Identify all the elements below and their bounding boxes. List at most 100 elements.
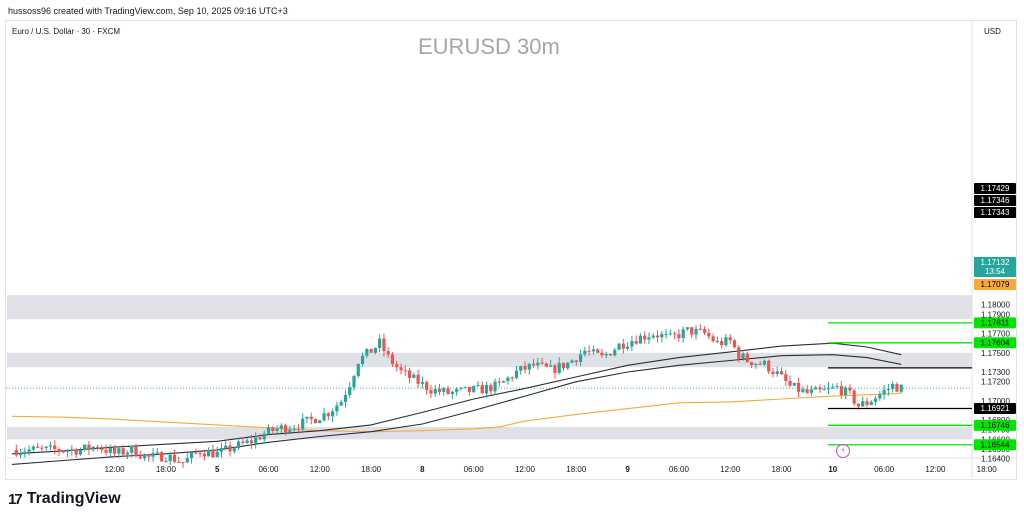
candle-body: [245, 440, 249, 443]
candle-body: [767, 360, 771, 372]
candle-body: [531, 363, 536, 366]
candle-body: [839, 386, 843, 396]
candle-body: [266, 427, 271, 434]
candle-body: [638, 335, 643, 344]
x-tick-label: 06:00: [464, 465, 485, 474]
candle-body: [510, 377, 514, 379]
price-zone-2: [7, 426, 972, 440]
candle-body: [279, 425, 283, 429]
candle-body: [754, 363, 758, 366]
price-label-1.17811: [974, 317, 1016, 329]
candle-body: [326, 413, 330, 417]
candle-body: [335, 405, 339, 412]
symbol-watermark: EURUSD 30m: [418, 34, 560, 59]
candle-body: [360, 355, 365, 364]
candle-body: [809, 389, 814, 393]
candle-body: [557, 362, 561, 373]
candle-body: [78, 449, 82, 455]
candle-body: [378, 338, 382, 348]
candle-body: [352, 376, 356, 388]
candle-body: [160, 452, 164, 462]
candle-body: [600, 352, 604, 356]
candle-body: [574, 360, 578, 362]
candle-body: [749, 362, 754, 366]
candle-body: [433, 388, 437, 394]
x-tick-label: 18:00: [156, 465, 177, 474]
symbol-description[interactable]: Euro / U.S. Dollar · 30 · FXCM: [12, 27, 121, 36]
candle-body: [177, 461, 181, 463]
price-label-1.17343: [974, 207, 1016, 218]
candle-body: [455, 388, 459, 392]
candle-body: [613, 349, 617, 356]
candle-body: [583, 350, 587, 355]
candle-body: [31, 446, 35, 450]
candle-body: [891, 383, 895, 389]
candle-body: [626, 346, 630, 349]
candle-body: [848, 387, 852, 391]
candle-body: [95, 446, 100, 449]
candle-body: [27, 449, 31, 452]
candle-body: [416, 374, 420, 384]
candle-body: [14, 449, 18, 456]
candle-body: [343, 395, 348, 402]
candle-body: [886, 388, 890, 390]
price-label-text: 1.17346: [981, 196, 1010, 205]
y-tick-label: 1.17200: [981, 378, 1010, 387]
lightning-bolt-icon[interactable]: ⚡: [836, 444, 850, 458]
y-tick-label: 1.17900: [981, 310, 1010, 319]
candle-body: [172, 454, 177, 462]
x-tick-label: 06:00: [669, 465, 690, 474]
candle-body: [211, 450, 215, 458]
candle-body: [873, 398, 878, 402]
candle-body: [630, 341, 634, 347]
candle-body: [463, 386, 467, 388]
candle-body: [814, 387, 818, 390]
x-tick-label: 18:00: [566, 465, 587, 474]
x-tick-label: 12:00: [925, 465, 946, 474]
candle-body: [882, 389, 886, 395]
candle-body: [425, 382, 429, 391]
candle-body: [113, 448, 117, 454]
candle-body: [390, 354, 395, 365]
moving-average-line-1: [11, 342, 902, 455]
candle-body: [318, 420, 322, 424]
candle-body: [797, 382, 801, 392]
candle-body: [527, 363, 531, 370]
candle-body: [288, 429, 292, 433]
candle-body: [677, 334, 681, 339]
candle-body: [519, 366, 523, 371]
candle-body: [835, 386, 839, 388]
candle-body: [348, 387, 352, 396]
candle-body: [861, 401, 865, 407]
candle-body: [788, 380, 792, 386]
candle-body: [168, 454, 172, 461]
candle-body: [899, 384, 903, 392]
x-tick-label: 06:00: [874, 465, 895, 474]
candle-body: [446, 388, 450, 394]
candle-body: [553, 365, 557, 373]
candle-body: [189, 452, 194, 459]
candle-body: [502, 381, 506, 383]
candle-body: [844, 387, 848, 396]
candle-body: [715, 341, 719, 343]
candle-body: [775, 371, 779, 374]
candle-body: [258, 437, 262, 440]
candle-body: [784, 374, 788, 381]
candle-body: [339, 401, 343, 406]
candle-body: [202, 453, 206, 457]
tradingview-logo-icon: 17: [8, 490, 23, 508]
candle-body: [634, 341, 638, 344]
x-tick-label: 18:00: [977, 465, 998, 474]
candle-body: [745, 353, 749, 363]
candle-body: [673, 333, 677, 335]
candle-body: [108, 448, 112, 453]
candle-body: [313, 419, 318, 424]
price-label-text: 1.17604: [981, 338, 1010, 347]
candle-body: [117, 448, 121, 454]
candle-body: [818, 387, 822, 390]
x-tick-label: 18:00: [361, 465, 382, 474]
candle-body: [681, 329, 685, 339]
moving-average-line-2: [11, 354, 902, 465]
currency-label[interactable]: USD: [984, 27, 1001, 36]
